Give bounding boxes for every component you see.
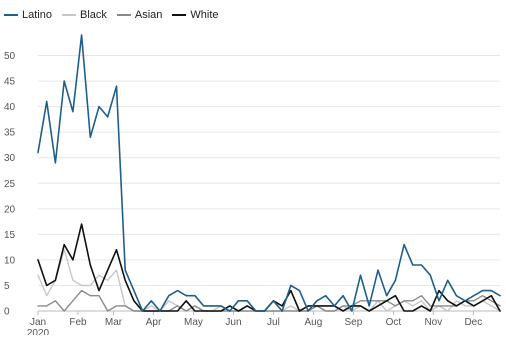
y-tick-label: 10 [4,255,16,266]
series-line-asian [37,289,501,312]
x-tick-label: Feb [69,317,87,328]
series-line-latino [37,34,501,312]
x-tick-label: Jul [267,317,280,328]
x-tick-label: Apr [146,317,162,328]
legend-swatch [172,14,187,16]
y-tick-label: 25 [4,179,16,190]
x-tick-label: May [184,317,203,328]
legend-label: Black [79,9,107,21]
x-tick-label: Mar [105,317,123,328]
x-year-label: 2020 [27,328,50,335]
y-tick-label: 15 [4,230,16,241]
series-line-white [37,223,501,312]
y-tick-label: 5 [4,281,10,292]
legend-label: Asian [134,9,163,21]
x-tick-label: Sep [345,317,363,328]
x-tick-label: Jan [30,317,46,328]
y-tick-label: 45 [4,77,16,88]
legend-item-latino: Latino [4,9,52,21]
y-tick-label: 20 [4,204,16,215]
y-tick-label: 0 [4,307,10,318]
legend: Latino Black Asian White [4,9,219,21]
legend-item-asian: Asian [116,9,163,21]
y-tick-label: 30 [4,153,16,164]
legend-swatch [61,14,76,16]
legend-label: White [190,9,219,21]
x-tick-label: Aug [305,317,323,328]
legend-label: Latino [22,9,52,21]
x-tick-label: Dec [464,317,482,328]
y-tick-label: 50 [4,51,16,62]
y-tick-label: 40 [4,102,16,113]
legend-swatch [4,14,18,16]
legend-item-white: White [172,9,219,21]
x-tick-label: Jun [225,317,241,328]
legend-item-black: Black [61,9,107,21]
x-tick-label: Oct [386,317,402,328]
series-line-black [37,248,501,312]
legend-swatch [116,14,131,16]
x-tick-label: Nov [424,317,442,328]
y-tick-label: 35 [4,128,16,139]
